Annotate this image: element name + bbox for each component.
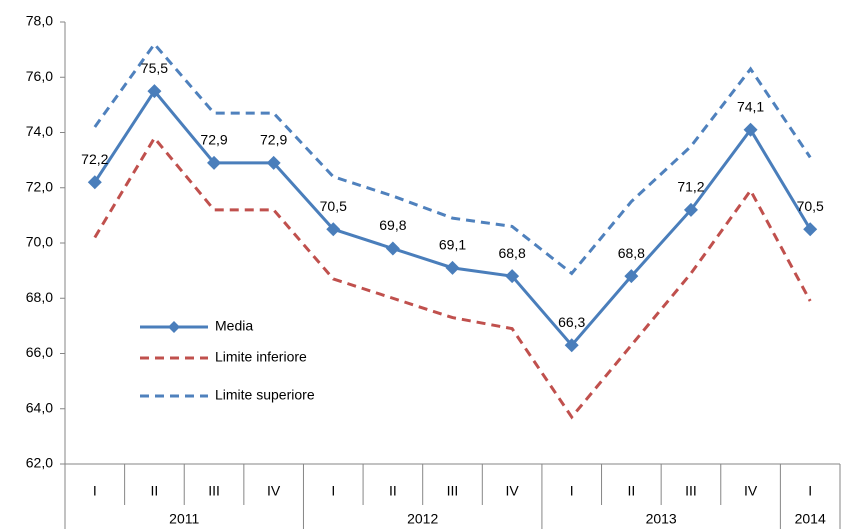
x-tick-label: IV bbox=[267, 483, 281, 499]
marker bbox=[207, 155, 222, 170]
x-tick-label: II bbox=[389, 483, 397, 499]
marker bbox=[624, 269, 639, 284]
x-tick-label: I bbox=[570, 483, 574, 499]
marker bbox=[266, 155, 281, 170]
marker bbox=[743, 122, 758, 137]
data-label: 68,8 bbox=[498, 245, 525, 261]
data-label: 72,9 bbox=[200, 132, 227, 148]
y-tick-label: 62,0 bbox=[26, 455, 53, 471]
legend-label: Limite superiore bbox=[215, 387, 315, 403]
marker bbox=[147, 84, 162, 99]
x-tick-label: IV bbox=[744, 483, 758, 499]
data-label: 69,8 bbox=[379, 217, 406, 233]
x-group-label: 2013 bbox=[646, 511, 677, 527]
y-tick-label: 76,0 bbox=[26, 68, 53, 84]
x-tick-label: IV bbox=[505, 483, 519, 499]
marker bbox=[683, 202, 698, 217]
marker bbox=[326, 222, 341, 237]
y-tick-label: 72,0 bbox=[26, 178, 53, 194]
y-tick-label: 68,0 bbox=[26, 289, 53, 305]
y-tick-label: 78,0 bbox=[26, 13, 53, 29]
x-group-label: 2011 bbox=[169, 511, 199, 527]
x-tick-label: III bbox=[447, 483, 459, 499]
data-label: 71,2 bbox=[677, 179, 704, 195]
data-label: 68,8 bbox=[618, 245, 645, 261]
x-group-label: 2012 bbox=[407, 511, 438, 527]
y-tick-label: 74,0 bbox=[26, 123, 53, 139]
legend-label: Media bbox=[215, 318, 253, 334]
marker bbox=[87, 175, 102, 190]
data-label: 70,5 bbox=[320, 198, 347, 214]
marker bbox=[385, 241, 400, 256]
legend-label: Limite inferiore bbox=[215, 349, 307, 365]
y-tick-label: 66,0 bbox=[26, 344, 53, 360]
data-label: 75,5 bbox=[141, 60, 168, 76]
x-tick-label: I bbox=[93, 483, 97, 499]
data-label: 70,5 bbox=[797, 198, 824, 214]
series-line bbox=[93, 41, 812, 276]
x-tick-label: I bbox=[331, 483, 335, 499]
marker bbox=[803, 222, 818, 237]
data-label: 74,1 bbox=[737, 98, 764, 114]
series-line bbox=[93, 135, 812, 420]
data-label: 72,9 bbox=[260, 132, 287, 148]
x-tick-label: I bbox=[808, 483, 812, 499]
x-tick-label: III bbox=[208, 483, 220, 499]
y-tick-label: 64,0 bbox=[26, 399, 53, 415]
y-tick-label: 70,0 bbox=[26, 234, 53, 250]
x-tick-label: III bbox=[685, 483, 697, 499]
x-tick-label: II bbox=[627, 483, 635, 499]
marker bbox=[505, 269, 520, 284]
marker bbox=[564, 338, 579, 353]
x-group-label: 2014 bbox=[795, 511, 826, 527]
marker bbox=[445, 260, 460, 275]
data-label: 66,3 bbox=[558, 314, 585, 330]
data-label: 69,1 bbox=[439, 237, 466, 253]
data-label: 72,2 bbox=[81, 151, 108, 167]
legend-marker bbox=[168, 321, 180, 333]
x-tick-label: II bbox=[151, 483, 159, 499]
